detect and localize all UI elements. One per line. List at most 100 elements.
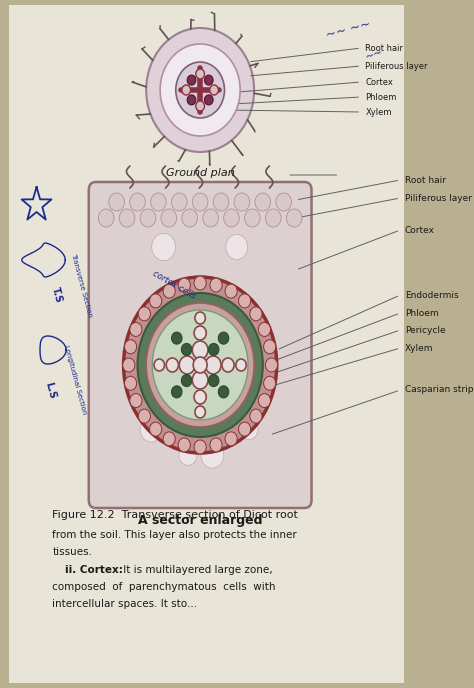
Circle shape bbox=[195, 312, 205, 324]
Circle shape bbox=[210, 438, 222, 452]
Text: Xylem: Xylem bbox=[365, 107, 392, 116]
Circle shape bbox=[210, 278, 222, 292]
Text: Xylem: Xylem bbox=[405, 343, 433, 352]
Circle shape bbox=[265, 209, 281, 227]
Circle shape bbox=[182, 209, 198, 227]
Circle shape bbox=[160, 44, 240, 136]
FancyBboxPatch shape bbox=[9, 5, 404, 683]
Circle shape bbox=[176, 62, 225, 118]
Circle shape bbox=[245, 209, 260, 227]
Circle shape bbox=[222, 358, 234, 372]
Text: Root hair: Root hair bbox=[365, 43, 403, 52]
Circle shape bbox=[204, 95, 213, 105]
Text: composed  of  parenchymatous  cells  with: composed of parenchymatous cells with bbox=[52, 582, 276, 592]
Circle shape bbox=[210, 85, 219, 95]
Circle shape bbox=[226, 235, 247, 259]
Circle shape bbox=[182, 374, 192, 387]
Circle shape bbox=[195, 406, 205, 418]
Circle shape bbox=[98, 209, 114, 227]
Text: Pericycle: Pericycle bbox=[405, 325, 445, 334]
Text: ~~ ~~: ~~ ~~ bbox=[324, 18, 372, 42]
Circle shape bbox=[172, 332, 182, 344]
Circle shape bbox=[130, 193, 146, 211]
Circle shape bbox=[130, 323, 142, 336]
Circle shape bbox=[152, 233, 175, 261]
Text: Figure 12.2  Transverse section of Dicot root: Figure 12.2 Transverse section of Dicot … bbox=[52, 510, 298, 520]
Circle shape bbox=[172, 193, 187, 211]
Circle shape bbox=[258, 394, 271, 407]
Circle shape bbox=[196, 101, 204, 111]
Circle shape bbox=[125, 340, 137, 354]
Circle shape bbox=[286, 209, 302, 227]
Text: Piliferous layer: Piliferous layer bbox=[405, 193, 472, 202]
Circle shape bbox=[138, 409, 150, 423]
Text: Cortex: Cortex bbox=[365, 78, 393, 87]
Circle shape bbox=[146, 303, 254, 427]
Circle shape bbox=[192, 341, 208, 359]
Circle shape bbox=[130, 394, 142, 407]
Circle shape bbox=[150, 294, 162, 308]
Circle shape bbox=[179, 444, 197, 465]
Circle shape bbox=[193, 357, 207, 373]
Text: A sector enlarged: A sector enlarged bbox=[138, 514, 263, 527]
Text: ~~: ~~ bbox=[364, 47, 384, 63]
Circle shape bbox=[163, 432, 175, 446]
Circle shape bbox=[238, 422, 251, 436]
Circle shape bbox=[161, 209, 177, 227]
Circle shape bbox=[192, 193, 208, 211]
Circle shape bbox=[154, 359, 164, 371]
Circle shape bbox=[209, 374, 219, 387]
Circle shape bbox=[172, 386, 182, 398]
Circle shape bbox=[204, 75, 213, 85]
FancyBboxPatch shape bbox=[89, 182, 311, 508]
Text: cortex cells: cortex cells bbox=[151, 269, 197, 301]
Circle shape bbox=[163, 284, 175, 298]
Circle shape bbox=[250, 409, 262, 423]
Circle shape bbox=[213, 193, 229, 211]
Text: intercellular spaces. It sto...: intercellular spaces. It sto... bbox=[52, 599, 197, 609]
Circle shape bbox=[194, 440, 206, 454]
Circle shape bbox=[123, 358, 135, 372]
Circle shape bbox=[196, 69, 204, 79]
Circle shape bbox=[225, 432, 237, 446]
Circle shape bbox=[187, 75, 196, 85]
Text: Casparian strip: Casparian strip bbox=[405, 385, 473, 394]
Text: Phloem: Phloem bbox=[405, 308, 438, 317]
Circle shape bbox=[209, 343, 219, 356]
Circle shape bbox=[264, 340, 276, 354]
Circle shape bbox=[119, 209, 135, 227]
Circle shape bbox=[236, 359, 246, 371]
Circle shape bbox=[140, 416, 163, 442]
Circle shape bbox=[150, 422, 162, 436]
Text: Root hair: Root hair bbox=[405, 175, 446, 184]
Circle shape bbox=[187, 95, 196, 105]
Circle shape bbox=[225, 284, 237, 298]
Circle shape bbox=[179, 356, 195, 374]
Circle shape bbox=[182, 343, 192, 356]
Circle shape bbox=[109, 193, 125, 211]
Text: Cortex: Cortex bbox=[405, 226, 435, 235]
Circle shape bbox=[240, 418, 258, 440]
Circle shape bbox=[178, 278, 191, 292]
Circle shape bbox=[258, 323, 271, 336]
Circle shape bbox=[194, 276, 206, 290]
Circle shape bbox=[178, 438, 191, 452]
Circle shape bbox=[276, 193, 292, 211]
Circle shape bbox=[205, 356, 221, 374]
Circle shape bbox=[152, 310, 248, 420]
Text: Longitudinal Section: Longitudinal Section bbox=[63, 345, 87, 416]
Circle shape bbox=[203, 209, 219, 227]
Text: Transverse Section: Transverse Section bbox=[70, 252, 92, 318]
Text: Ground plan: Ground plan bbox=[166, 168, 235, 178]
Text: It is multilayered large zone,: It is multilayered large zone, bbox=[120, 565, 273, 575]
Circle shape bbox=[250, 307, 262, 321]
Circle shape bbox=[194, 326, 206, 340]
Text: Endodermis: Endodermis bbox=[405, 290, 458, 299]
Circle shape bbox=[137, 293, 263, 437]
Circle shape bbox=[264, 376, 276, 390]
Circle shape bbox=[201, 442, 224, 468]
Circle shape bbox=[182, 85, 191, 95]
Circle shape bbox=[224, 209, 239, 227]
Text: from the soil. This layer also protects the inner: from the soil. This layer also protects … bbox=[52, 530, 297, 540]
Circle shape bbox=[140, 209, 156, 227]
